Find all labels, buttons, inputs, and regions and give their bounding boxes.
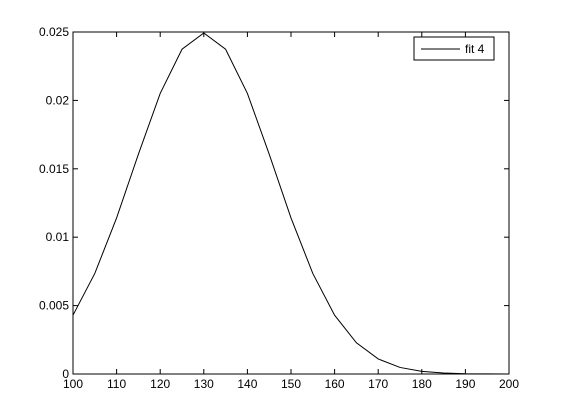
x-tick-label: 160 xyxy=(325,377,345,391)
legend: fit 4 xyxy=(413,36,495,61)
y-tick-label: 0 xyxy=(62,367,69,381)
plot-area xyxy=(72,31,510,375)
x-tick-label: 200 xyxy=(499,377,519,391)
x-tick-label: 190 xyxy=(455,377,475,391)
x-tick-label: 170 xyxy=(368,377,388,391)
x-tick-label: 100 xyxy=(63,377,83,391)
x-tick-label: 110 xyxy=(107,377,126,391)
y-tick-label: 0.025 xyxy=(39,25,69,39)
x-tick-label: 130 xyxy=(194,377,214,391)
y-tick-label: 0.015 xyxy=(39,162,69,176)
x-tick-label: 180 xyxy=(412,377,432,391)
legend-label: fit 4 xyxy=(465,42,485,56)
y-tick-label: 0.02 xyxy=(46,93,70,107)
x-tick-label: 120 xyxy=(150,377,170,391)
x-tick-label: 150 xyxy=(281,377,301,391)
y-tick-label: 0.005 xyxy=(39,299,69,313)
line-series xyxy=(72,32,510,375)
x-tick-label: 140 xyxy=(237,377,257,391)
y-tick-label: 0.01 xyxy=(46,230,70,244)
